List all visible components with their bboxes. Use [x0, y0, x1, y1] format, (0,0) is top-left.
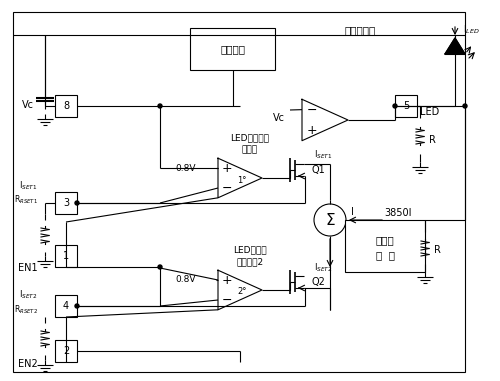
- Text: R: R: [428, 135, 436, 145]
- Text: 放大器: 放大器: [242, 146, 258, 155]
- Text: 0.8V: 0.8V: [176, 275, 196, 285]
- Text: 控制电路: 控制电路: [220, 44, 246, 54]
- Text: +: +: [222, 162, 232, 174]
- Text: I: I: [350, 207, 354, 217]
- Bar: [395, 95, 417, 117]
- Text: I$_{SET2}$: I$_{SET2}$: [18, 289, 38, 301]
- Bar: [55, 295, 77, 317]
- Text: 2: 2: [63, 346, 69, 356]
- Text: I$_{LED}$: I$_{LED}$: [463, 24, 480, 36]
- Text: I$_{SET2}$: I$_{SET2}$: [314, 262, 332, 274]
- Polygon shape: [445, 38, 465, 54]
- Circle shape: [75, 201, 79, 205]
- Text: Q1: Q1: [312, 165, 326, 175]
- Text: −: −: [307, 104, 318, 117]
- Text: Σ: Σ: [325, 213, 335, 227]
- Bar: [55, 245, 77, 267]
- Text: 1: 1: [63, 251, 69, 261]
- Text: I$_{SET1}$: I$_{SET1}$: [314, 149, 332, 161]
- Text: −: −: [222, 293, 232, 306]
- Text: 8: 8: [63, 101, 69, 111]
- Bar: [55, 192, 77, 214]
- Text: R: R: [434, 245, 440, 255]
- Text: 3: 3: [63, 198, 69, 208]
- Circle shape: [463, 104, 467, 108]
- Text: Vc: Vc: [273, 113, 285, 123]
- Circle shape: [158, 104, 162, 108]
- Text: I$_{SET1}$: I$_{SET1}$: [18, 180, 38, 192]
- Circle shape: [158, 265, 162, 269]
- Text: 电  路: 电 路: [376, 250, 394, 260]
- Circle shape: [75, 304, 79, 308]
- Text: 定放大器2: 定放大器2: [236, 258, 264, 266]
- Bar: [55, 340, 77, 362]
- Text: +: +: [222, 274, 232, 287]
- Bar: [55, 95, 77, 117]
- Text: +: +: [306, 123, 318, 136]
- Text: 电流镜: 电流镜: [376, 235, 394, 245]
- Text: 4: 4: [63, 301, 69, 311]
- Text: R$_{RSET2}$: R$_{RSET2}$: [14, 304, 38, 316]
- Text: EN1: EN1: [18, 263, 38, 273]
- Text: Q2: Q2: [312, 277, 326, 287]
- Bar: [345, 220, 425, 272]
- Text: 误差放大器: 误差放大器: [344, 25, 376, 35]
- Circle shape: [393, 104, 397, 108]
- Text: Vc: Vc: [22, 100, 34, 110]
- Text: −: −: [222, 181, 232, 194]
- Text: LED电流设定: LED电流设定: [230, 133, 270, 142]
- Text: 3850I: 3850I: [384, 208, 412, 218]
- Text: 2°: 2°: [238, 288, 246, 296]
- Bar: [190, 28, 275, 70]
- Text: R$_{RSET1}$: R$_{RSET1}$: [14, 194, 38, 206]
- Text: 1°: 1°: [238, 176, 246, 184]
- Text: LED: LED: [420, 107, 440, 117]
- Text: 0.8V: 0.8V: [176, 163, 196, 173]
- Text: EN2: EN2: [18, 359, 38, 369]
- Text: LED电流设: LED电流设: [233, 245, 267, 255]
- Text: 5: 5: [403, 101, 409, 111]
